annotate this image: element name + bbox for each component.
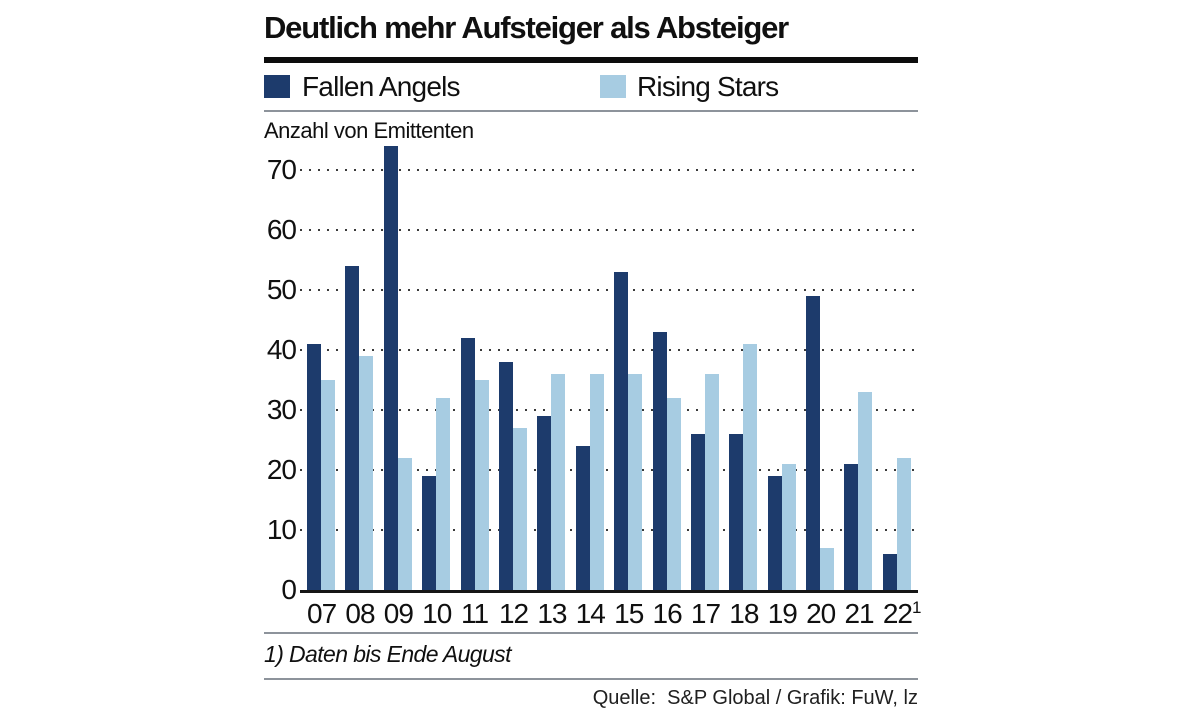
legend-label-rising-stars: Rising Stars	[637, 71, 779, 102]
x-tick-label-12: 12	[498, 598, 529, 629]
x-tick-label-07: 07	[307, 598, 337, 629]
y-tick-label-60: 60	[266, 214, 297, 245]
y-tick-label-50: 50	[266, 274, 297, 305]
bar-group-22	[882, 458, 911, 590]
bar-group-20	[806, 296, 835, 590]
bar-rising-stars-12	[512, 428, 527, 590]
bar-fallen-angels-21	[844, 464, 859, 590]
bar-rising-stars-19	[781, 464, 796, 590]
legend-swatch-rising-stars	[600, 75, 626, 98]
bar-group-14	[575, 374, 604, 590]
x-tick-label-16: 16	[652, 598, 683, 629]
bar-fallen-angels-15	[614, 272, 629, 590]
legend-label-fallen-angels: Fallen Angels	[302, 71, 461, 102]
bar-rising-stars-20	[820, 548, 835, 590]
x-tick-label-20: 20	[806, 598, 836, 629]
y-axis-tick-labels: 0 10 20 30 40 50 60 70	[264, 146, 297, 606]
gridline-60	[300, 229, 918, 231]
bar-fallen-angels-17	[690, 434, 705, 590]
bar-fallen-angels-10	[422, 476, 437, 590]
bar-group-16	[652, 332, 681, 590]
figure: Deutlich mehr Aufsteiger als Absteiger F…	[264, 0, 922, 713]
footnote-marker: 1	[912, 598, 922, 617]
x-tick-label-14: 14	[575, 598, 606, 629]
bar-group-17	[690, 374, 719, 590]
bar-group-18	[729, 344, 758, 590]
bar-fallen-angels-07	[307, 344, 321, 590]
x-tick-label-19: 19	[767, 598, 798, 629]
bar-rising-stars-09	[397, 458, 412, 590]
x-tick-label-09: 09	[383, 598, 414, 629]
x-tick-label-22: 221	[882, 598, 922, 629]
x-axis-tick-labels: 07 08 09 10 11 12 13 14 15 16 17 18 19 20 21 221	[300, 598, 922, 630]
x-tick-label-08: 08	[345, 598, 375, 629]
bar-rising-stars-15	[628, 374, 643, 590]
bar-rising-stars-16	[666, 398, 681, 590]
bar-group-21	[844, 392, 873, 590]
bar-group-19	[767, 464, 796, 590]
bar-rising-stars-11	[474, 380, 489, 590]
bar-group-12	[498, 362, 527, 590]
gridline-30	[300, 409, 918, 411]
source-rule	[264, 678, 918, 680]
legend-swatch-fallen-angels	[264, 75, 290, 98]
y-tick-label-20: 20	[266, 454, 297, 485]
bar-fallen-angels-11	[460, 338, 475, 590]
bar-fallen-angels-20	[806, 296, 821, 590]
bar-rising-stars-18	[743, 344, 758, 590]
bar-fallen-angels-13	[537, 416, 552, 590]
bar-rising-stars-14	[589, 374, 604, 590]
y-tick-label-0: 0	[281, 574, 297, 605]
bar-groups	[300, 146, 918, 593]
bar-rising-stars-08	[359, 356, 374, 590]
bar-fallen-angels-12	[498, 362, 513, 590]
y-tick-label-70: 70	[266, 154, 297, 185]
legend-rule	[264, 110, 918, 112]
bar-rising-stars-07	[321, 380, 335, 590]
gridline-70	[300, 169, 918, 171]
y-tick-label-40: 40	[266, 334, 297, 365]
bar-rising-stars-22	[896, 458, 911, 590]
x-tick-label-13: 13	[537, 598, 567, 629]
page-title: Deutlich mehr Aufsteiger als Absteiger	[264, 10, 789, 45]
bar-group-08	[345, 266, 374, 590]
x-tick-label-11: 11	[461, 598, 489, 629]
bar-group-10	[422, 398, 451, 590]
y-axis-title: Anzahl von Emittenten	[264, 118, 474, 143]
x-tick-label-17: 17	[690, 598, 721, 629]
bar-group-11	[460, 338, 489, 590]
bar-group-13	[537, 374, 566, 590]
gridline-50	[300, 289, 918, 291]
bar-rising-stars-17	[704, 374, 719, 590]
bar-rising-stars-13	[551, 374, 566, 590]
x-tick-label-15: 15	[614, 598, 644, 629]
bar-fallen-angels-16	[652, 332, 667, 590]
gridline-20	[300, 469, 918, 471]
bar-rising-stars-21	[858, 392, 873, 590]
gridline-40	[300, 349, 918, 351]
chart-plot-area	[300, 146, 918, 593]
bar-group-07	[307, 344, 335, 590]
footnote: 1) Daten bis Ende August	[264, 641, 511, 667]
x-tick-label-18: 18	[729, 598, 759, 629]
bar-rising-stars-10	[436, 398, 451, 590]
bar-group-15	[614, 272, 643, 590]
gridline-10	[300, 529, 918, 531]
y-tick-label-30: 30	[266, 394, 297, 425]
bar-fallen-angels-14	[575, 446, 590, 590]
y-tick-label-10: 10	[266, 514, 297, 545]
x-tick-label-21: 21	[844, 598, 874, 629]
bar-fallen-angels-19	[767, 476, 782, 590]
x-tick-label-10: 10	[422, 598, 452, 629]
x-axis-baseline	[300, 590, 918, 593]
bar-fallen-angels-08	[345, 266, 360, 590]
bar-fallen-angels-09	[383, 146, 398, 590]
bar-fallen-angels-18	[729, 434, 744, 590]
bar-group-09	[383, 146, 412, 590]
source-credit: Quelle: S&P Global / Grafik: FuW, lz	[592, 687, 918, 709]
bar-fallen-angels-22	[882, 554, 897, 590]
title-rule	[264, 57, 918, 63]
footnote-rule	[264, 632, 918, 634]
